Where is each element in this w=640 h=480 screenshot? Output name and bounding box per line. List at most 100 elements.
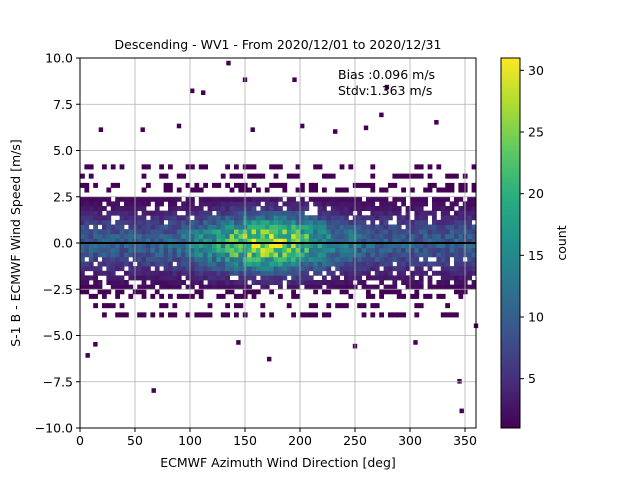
heatmap-cell [251, 266, 257, 272]
heatmap-cell [229, 224, 235, 230]
heatmap-cell [339, 201, 345, 207]
heatmap-cell [264, 270, 270, 276]
heatmap-cell [414, 196, 420, 202]
heatmap-cell [198, 164, 204, 170]
heatmap-cell [168, 252, 173, 258]
heatmap-cell [335, 243, 340, 249]
heatmap-cell [84, 201, 90, 207]
heatmap-cell [176, 261, 182, 267]
heatmap-cell [97, 280, 103, 286]
heatmap-cell [119, 284, 125, 290]
heatmap-cell [260, 266, 266, 272]
plot-area [79, 57, 479, 429]
heatmap-cell [308, 252, 314, 258]
heatmap-cell [410, 233, 415, 239]
colorbar-tick-label: 10 [528, 310, 544, 325]
heatmap-cell [291, 173, 296, 179]
heatmap-cell [185, 270, 191, 276]
heatmap-cell [339, 196, 345, 202]
heatmap-cell [313, 256, 318, 262]
heatmap-cell [423, 229, 428, 235]
heatmap-cell [383, 206, 389, 212]
heatmap-cell [115, 219, 120, 225]
heatmap-cell [185, 252, 191, 258]
heatmap-cell [190, 280, 195, 286]
heatmap-cell [432, 201, 437, 207]
heatmap-cell [348, 233, 354, 239]
heatmap-cell [247, 261, 252, 267]
heatmap-cell [102, 270, 107, 276]
heatmap-cell [458, 233, 464, 239]
heatmap-cell [88, 266, 94, 272]
heatmap-cell [181, 243, 186, 249]
heatmap-cell [357, 270, 362, 276]
heatmap-cell [379, 247, 384, 253]
heatmap-cell [348, 164, 354, 170]
heatmap-cell [93, 256, 98, 262]
heatmap-cell [396, 252, 402, 258]
heatmap-cell [370, 164, 376, 170]
heatmap-cell [234, 252, 239, 258]
heatmap-cell [137, 201, 142, 207]
heatmap-cell [229, 261, 235, 267]
heatmap-cell [190, 187, 195, 193]
heatmap-cell [146, 229, 151, 235]
heatmap-cell [361, 243, 367, 249]
heatmap-cell [286, 206, 292, 212]
heatmap-cell [436, 247, 442, 253]
heatmap-cell [449, 224, 455, 230]
heatmap-cell [124, 201, 129, 207]
heatmap-cell [154, 229, 160, 235]
heatmap-cell [194, 233, 200, 239]
heatmap-cell [410, 224, 415, 230]
y-tick-label: 10.0 [45, 51, 73, 66]
outlier-cell [98, 127, 104, 132]
heatmap-cell [110, 284, 116, 290]
y-tick-label: −2.5 [43, 282, 73, 297]
heatmap-cell [295, 238, 301, 244]
heatmap-cell [357, 224, 362, 230]
heatmap-cell [379, 270, 384, 276]
heatmap-cell [388, 238, 393, 244]
heatmap-cell [427, 224, 433, 230]
heatmap-cell [251, 243, 257, 249]
heatmap-cell [150, 233, 156, 239]
heatmap-cell [330, 201, 336, 207]
heatmap-cell [260, 247, 266, 253]
heatmap-cell [295, 164, 301, 170]
heatmap-cell [141, 270, 147, 276]
heatmap-cell [458, 238, 464, 244]
heatmap-cell [168, 201, 173, 207]
heatmap-cell [251, 293, 257, 299]
heatmap-cell [154, 219, 160, 225]
heatmap-cell [168, 210, 173, 216]
heatmap-cell [251, 247, 257, 253]
heatmap-cell [436, 243, 442, 249]
heatmap-cell [322, 280, 327, 286]
heatmap-cell [348, 275, 354, 281]
heatmap-cell [295, 247, 301, 253]
heatmap-cell [172, 247, 178, 253]
heatmap-cell [339, 247, 345, 253]
heatmap-cell [264, 280, 270, 286]
heatmap-cell [212, 243, 217, 249]
heatmap-cell [137, 229, 142, 235]
heatmap-cell [251, 196, 257, 202]
heatmap-cell [264, 210, 270, 216]
heatmap-cell [256, 229, 261, 235]
heatmap-cell [115, 284, 120, 290]
heatmap-cell [229, 256, 235, 262]
heatmap-cell [110, 252, 116, 258]
heatmap-cell [212, 206, 217, 212]
heatmap-cell [220, 275, 226, 281]
heatmap-cell [308, 224, 314, 230]
heatmap-cell [216, 196, 222, 202]
heatmap-cell [383, 201, 389, 207]
heatmap-cell [251, 224, 257, 230]
heatmap-cell [339, 215, 345, 221]
heatmap-cell [198, 219, 204, 225]
heatmap-cell [449, 187, 455, 193]
heatmap-cell [229, 187, 235, 193]
heatmap-cell [220, 293, 226, 299]
heatmap-cell [300, 280, 305, 286]
